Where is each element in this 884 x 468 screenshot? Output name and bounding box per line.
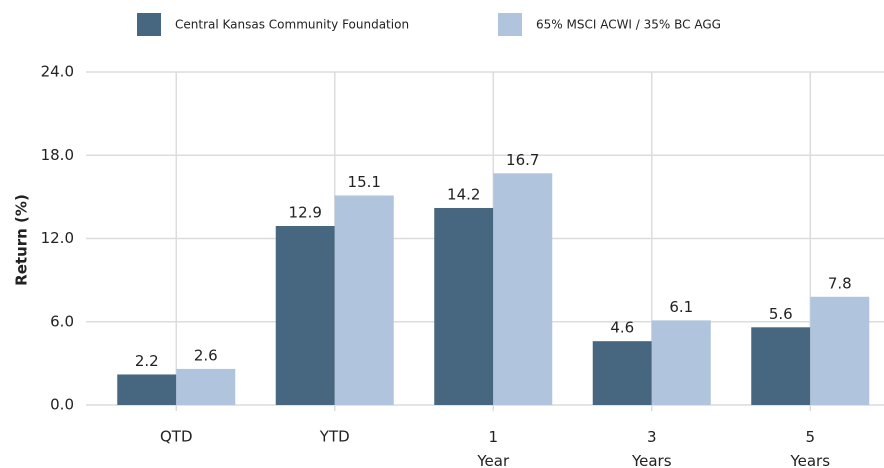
- legend-swatch: [498, 13, 522, 36]
- bar: [117, 374, 177, 405]
- value-label: 16.7: [506, 151, 539, 169]
- bar: [176, 368, 236, 405]
- bar: [810, 296, 870, 405]
- value-label: 15.1: [348, 173, 381, 191]
- y-tick-label: 24.0: [41, 63, 74, 81]
- bar: [334, 195, 394, 405]
- x-tick-label-line: Year: [476, 452, 510, 468]
- x-tick-label-line: 5: [805, 428, 815, 446]
- y-tick-label: 18.0: [41, 146, 74, 164]
- bar: [275, 226, 335, 405]
- bar: [434, 207, 494, 405]
- x-tick-label: YTD: [319, 428, 350, 446]
- x-tick-label-line: Years: [631, 452, 672, 468]
- x-tick-label-line: Years: [789, 452, 830, 468]
- bar: [493, 173, 553, 405]
- value-label: 7.8: [828, 274, 852, 292]
- bar: [651, 320, 711, 405]
- y-tick-label: 6.0: [50, 312, 74, 330]
- bar: [592, 341, 652, 405]
- x-tick-label: QTD: [160, 428, 193, 446]
- y-tick-label: 0.0: [50, 396, 74, 414]
- value-label: 14.2: [447, 185, 480, 203]
- value-label: 4.6: [610, 319, 634, 337]
- legend-label: 65% MSCI ACWI / 35% BC AGG: [536, 18, 721, 32]
- value-label: 6.1: [669, 298, 693, 316]
- x-tick-label: 5 Years: [789, 428, 830, 468]
- legend-label: Central Kansas Community Foundation: [175, 18, 409, 32]
- x-tick-label: 3 Years: [631, 428, 672, 468]
- bar: [751, 327, 811, 405]
- legend-swatch: [137, 13, 161, 36]
- x-tick-label: 1 Year: [476, 428, 510, 468]
- x-tick-label-line: 3: [647, 428, 657, 446]
- x-tick-label-line: 1: [488, 428, 498, 446]
- y-axis-label: Return (%): [13, 194, 31, 286]
- value-label: 2.2: [135, 352, 159, 370]
- value-label: 12.9: [289, 204, 322, 222]
- value-label: 5.6: [769, 305, 793, 323]
- value-label: 2.6: [194, 346, 218, 364]
- y-tick-label: 12.0: [41, 229, 74, 247]
